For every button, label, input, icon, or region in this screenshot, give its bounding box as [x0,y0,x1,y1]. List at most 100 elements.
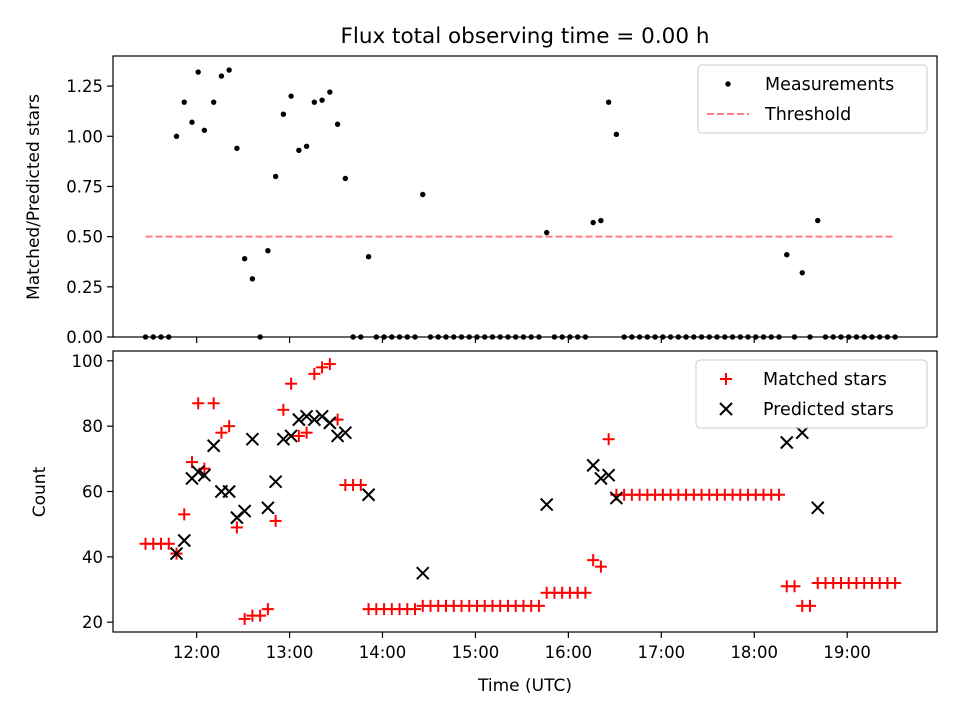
predicted-stars-point [177,533,191,548]
legend-measurements-label: Measurements [765,75,894,95]
matched-stars-point [300,426,313,439]
matched-stars-point [254,609,267,622]
matched-stars-point [409,603,422,616]
legend-predicted-marker [719,402,733,416]
top-panel: 0.00 0.25 0.50 0.75 1.00 1.25 Matched/Predict… [24,55,938,347]
predicted-stars-point [237,504,252,518]
measurements-point [195,69,201,75]
predicted-stars-point [780,435,794,450]
measurements-point [311,99,318,105]
bottom-legend: Matched stars Predicted stars [695,359,928,429]
predicted-stars-point [594,471,608,486]
matched-stars-point [803,599,816,612]
measurements-point [173,133,180,139]
matched-stars-point [261,603,274,616]
bottom-y-tick-label: 80 [82,417,103,436]
x-tick-label: 14:00 [359,643,407,662]
top-legend-box [697,64,928,134]
matched-stars-point [889,576,902,589]
measurements-point [249,276,256,282]
top-y-axis: 0.00 0.25 0.50 0.75 1.00 1.25 [66,77,113,347]
predicted-stars-point [276,432,291,446]
measurements-point [265,247,271,254]
matched-stars-point [316,361,329,374]
x-tick-label: 17:00 [638,643,686,662]
predicted-stars-point [307,412,322,427]
matched-stars-point [277,403,290,416]
matched-stars-point [308,367,321,380]
x-tick-label: 12:00 [173,643,221,662]
matched-stars-point [587,554,600,567]
bottom-panel: 20 40 60 80 100 12:00 13:00 14:00 15:00 16:00 17:… [30,350,938,696]
predicted-stars-point [601,468,616,482]
matched-stars-point [788,580,801,593]
matched-stars-point [178,508,191,521]
x-tick-label: 18:00 [730,643,778,662]
legend-threshold-label: Threshold [764,105,851,125]
figure-title: Flux total observing time = 0.00 h [341,24,710,49]
legend-matched-marker [720,373,732,385]
predicted-stars-point [284,429,298,443]
measurements-point [784,252,790,258]
matched-stars-point [579,586,592,599]
matched-stars-point [238,612,251,625]
bottom-y-axis: 20 40 60 80 100 [72,352,113,632]
predicted-stars-point [268,474,283,489]
matched-stars-point [223,420,236,433]
measurements-point [590,219,596,226]
matched-stars-point [773,488,786,501]
measurements-point [181,99,187,105]
measurements-point [241,256,248,262]
predicted-stars-point [323,416,337,430]
top-y-tick-label: 1.00 [66,127,103,146]
bottom-y-tick-label: 40 [82,548,103,567]
predicted-stars-point [330,429,345,443]
measurements-point [613,131,620,137]
bottom-y-tick-label: 20 [82,613,103,632]
matched-stars-point [292,429,305,442]
top-plot-frame [112,55,938,338]
matched-stars-point [285,377,298,390]
matched-stars-point [269,514,282,527]
predicted-stars-point [586,458,600,473]
measurements-point [327,89,333,95]
measurements-point [210,99,217,105]
measurements-point [303,143,310,150]
measurements-point [218,73,225,79]
x-tick-label: 16:00 [545,643,593,662]
matched-stars-point [215,426,228,439]
predicted-stars-point [361,488,376,502]
measurements-point [280,111,287,117]
bottom-data-layer [139,358,902,625]
matched-stars-point [162,537,175,550]
predicted-stars-point [609,491,624,505]
predicted-stars-point [292,412,306,427]
measurements-point [296,147,302,154]
top-x-ticks [196,337,848,343]
measurements-point [420,191,426,198]
measurements-point [234,145,240,152]
measurements-point [543,229,550,236]
matched-stars-point [230,521,243,534]
matched-stars-point [602,433,615,446]
matched-stars-point [207,397,220,410]
measurements-point [226,67,232,73]
predicted-stars-point [169,546,184,561]
measurements-point [272,173,279,180]
top-y-tick-label: 0.25 [66,278,103,297]
measurements-point [598,217,604,224]
x-tick-label: 15:00 [452,643,500,662]
measurements-point [201,127,208,133]
top-y-tick-label: 0.75 [66,177,103,196]
bottom-x-axis: 12:00 13:00 14:00 15:00 16:00 17:00 18:00 19:00 [173,632,871,662]
measurements-point [319,97,325,103]
legend-measurements-marker [725,81,731,87]
matched-stars-point [532,599,545,612]
top-y-tick-label: 0.00 [66,328,103,347]
top-y-tick-label: 0.50 [66,228,103,247]
measurements-point [342,175,349,182]
top-y-axis-label: Matched/Predicted stars [24,94,44,300]
x-tick-label: 13:00 [266,643,314,662]
measurements-point [334,121,341,127]
predicted-stars-point [299,409,314,424]
